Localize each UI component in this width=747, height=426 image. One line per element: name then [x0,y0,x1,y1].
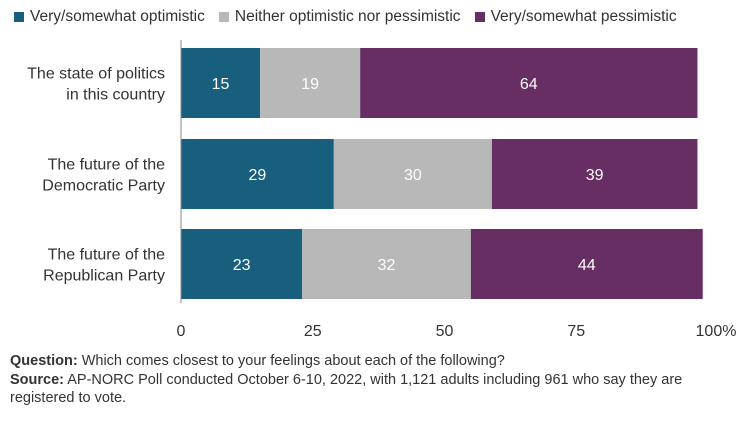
category-label-3: The future of the Republican Party [43,247,165,285]
bar-segment-2-2 [333,139,492,209]
legend-item-pessimistic: Very/somewhat pessimistic [474,8,677,26]
data-label-1-1: 15 [212,76,230,93]
data-label-2-3: 39 [586,167,604,184]
x-tick-label-100: 100% [696,323,737,340]
legend-swatch-neither [218,12,229,22]
data-label-1-3: 64 [520,76,538,93]
data-label-2-1: 29 [249,167,267,184]
category-label-1: The state of politics in this country [27,66,165,104]
bar-chart: 15 19 64 The state of politics in this count… [27,40,737,340]
bar-segment-2-3 [491,139,698,209]
data-label-3-1: 23 [233,257,251,274]
bar-segment-2-1 [181,139,334,209]
question-text: Which comes closest to your feelings abo… [77,353,505,369]
source-text: AP-NORC Poll conducted October 6-10, 202… [10,371,683,407]
bar-segment-1-2 [260,48,361,118]
legend-label-optimistic: Very/somewhat optimistic [30,8,205,25]
data-label-2-2: 30 [404,167,422,184]
bar-segment-3-3 [470,229,703,299]
legend: Very/somewhat optimistic Neither optimis… [14,8,691,26]
data-label-1-2: 19 [301,76,319,93]
bar-segment-1-1 [181,48,261,118]
x-tick-label-0: 0 [177,323,186,340]
x-tick-label-75: 75 [567,323,585,340]
bar-segment-1-3 [360,48,698,118]
question-note: Question: Which comes closest to your fe… [10,352,730,371]
legend-swatch-optimistic [14,12,24,22]
legend-label-neither: Neither optimistic nor pessimistic [234,8,461,25]
source-label: Source: [10,371,64,388]
bar-segment-3-2 [302,229,471,299]
legend-item-neither: Neither optimistic nor pessimistic [218,8,461,26]
data-label-3-2: 32 [378,257,396,274]
source-note: Source: AP-NORC Poll conducted October 6… [10,371,730,408]
question-label: Question: [10,353,78,369]
footnote: Question: Which comes closest to your fe… [10,352,730,408]
x-tick-label-50: 50 [436,323,454,340]
bar-segment-3-1 [181,229,303,299]
legend-item-optimistic: Very/somewhat optimistic [14,8,205,26]
category-label-2: The future of the Democratic Party [42,157,165,195]
x-tick-label-25: 25 [304,323,322,340]
legend-swatch-pessimistic [474,12,485,22]
data-label-3-3: 44 [578,257,596,274]
legend-label-pessimistic: Very/somewhat pessimistic [490,8,677,25]
